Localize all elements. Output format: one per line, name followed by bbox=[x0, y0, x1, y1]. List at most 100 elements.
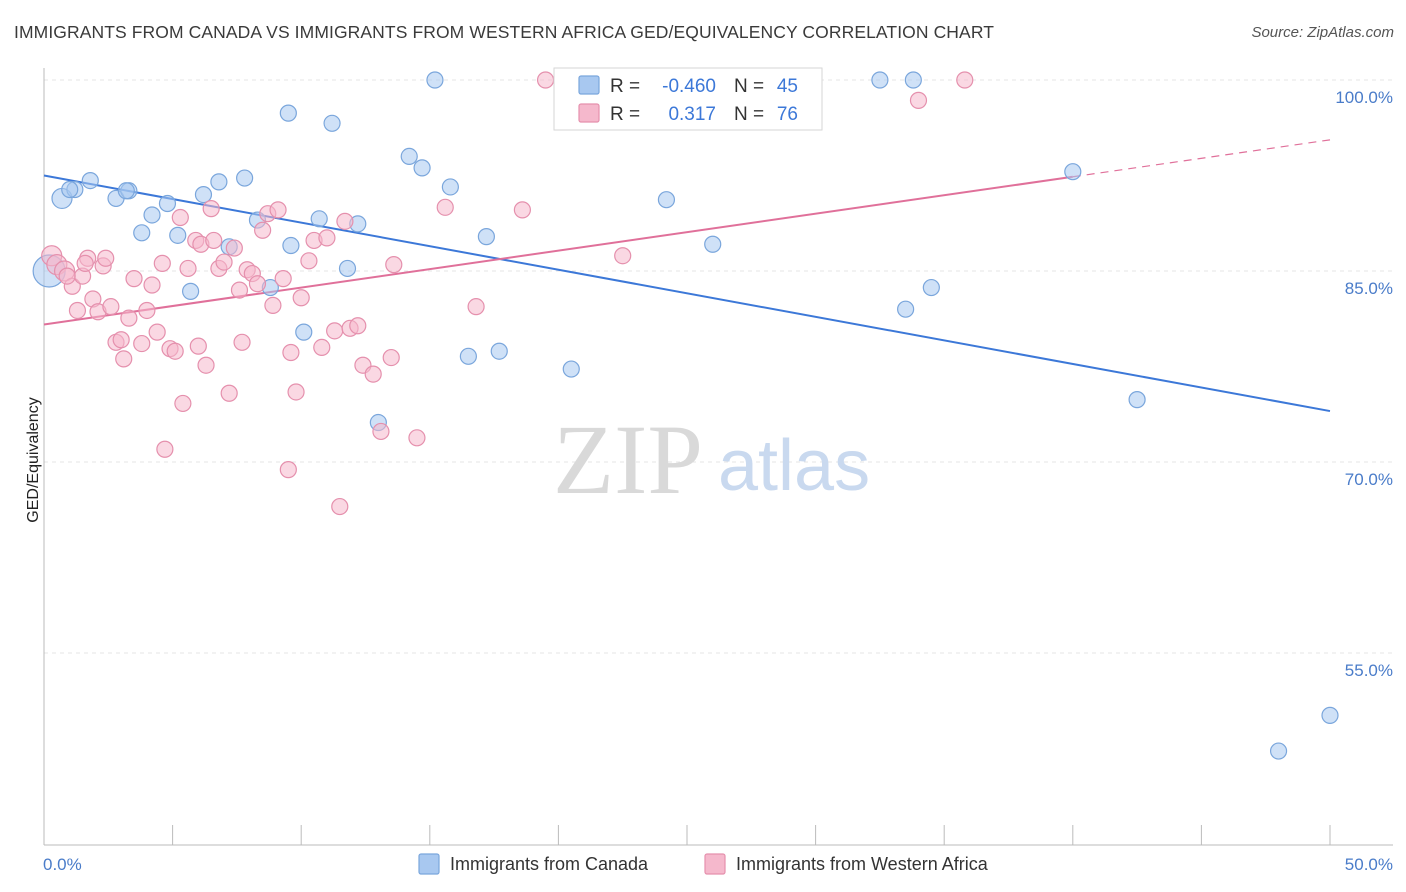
stats-n-value-canada: 45 bbox=[777, 76, 798, 97]
point-western-africa bbox=[102, 298, 120, 316]
point-western-africa bbox=[115, 350, 133, 368]
trend-line-western-africa-extension bbox=[1072, 139, 1331, 178]
point-canada bbox=[81, 171, 99, 190]
point-canada bbox=[295, 323, 313, 341]
y-tick-labels: 55.0% 70.0% 85.0% 100.0% bbox=[1335, 88, 1393, 680]
legend-label-western-africa: Immigrants from Western Africa bbox=[736, 854, 989, 874]
point-western-africa bbox=[58, 267, 76, 285]
point-western-africa bbox=[225, 239, 243, 257]
point-canada bbox=[477, 228, 495, 246]
point-canada bbox=[441, 178, 459, 196]
stats-n-label-western-africa: N = bbox=[734, 104, 764, 125]
point-western-africa bbox=[174, 394, 192, 413]
point-western-africa bbox=[120, 309, 138, 327]
point-western-africa bbox=[269, 201, 287, 219]
point-western-africa bbox=[292, 289, 310, 307]
point-western-africa bbox=[536, 71, 555, 89]
point-western-africa bbox=[467, 298, 485, 316]
point-western-africa bbox=[138, 301, 156, 320]
point-western-africa bbox=[215, 253, 233, 271]
point-western-africa bbox=[97, 249, 115, 267]
point-canada bbox=[904, 71, 922, 89]
point-western-africa bbox=[956, 71, 974, 89]
stats-swatch-western-africa bbox=[578, 103, 600, 123]
legend-label-canada: Immigrants from Canada bbox=[450, 854, 649, 874]
stats-r-value-western-africa: 0.317 bbox=[668, 104, 716, 125]
point-western-africa bbox=[282, 343, 300, 362]
point-canada bbox=[704, 235, 722, 253]
point-canada bbox=[897, 300, 915, 318]
point-canada bbox=[236, 169, 254, 187]
stats-box: R = -0.460 N = 45 R = 0.317 N = 76 bbox=[553, 67, 823, 131]
point-western-africa bbox=[76, 254, 94, 272]
point-western-africa bbox=[279, 461, 297, 479]
point-western-africa bbox=[230, 281, 249, 299]
y-axis-label: GED/Equivalency bbox=[25, 397, 42, 522]
point-canada bbox=[323, 114, 341, 132]
point-western-africa bbox=[125, 270, 143, 288]
y-tick-label: 100.0% bbox=[1335, 88, 1393, 107]
legend-swatch-western-africa bbox=[704, 853, 726, 875]
point-western-africa bbox=[220, 384, 238, 402]
y-tick-label: 85.0% bbox=[1345, 279, 1393, 298]
point-canada bbox=[310, 210, 328, 228]
point-western-africa bbox=[179, 259, 197, 278]
legend: Immigrants from Canada Immigrants from W… bbox=[418, 853, 989, 875]
point-western-africa bbox=[513, 201, 531, 219]
point-western-africa bbox=[197, 356, 215, 374]
point-western-africa bbox=[189, 337, 207, 355]
point-canada bbox=[459, 347, 477, 365]
point-western-africa bbox=[68, 301, 87, 320]
point-canada bbox=[279, 104, 297, 122]
point-western-africa bbox=[326, 322, 344, 340]
point-western-africa bbox=[408, 429, 426, 447]
point-canada bbox=[922, 278, 940, 297]
source-credit: Source: ZipAtlas.com bbox=[1251, 24, 1394, 41]
watermark-atlas: atlas bbox=[718, 426, 870, 506]
point-western-africa bbox=[372, 422, 390, 441]
y-tick-label: 55.0% bbox=[1345, 661, 1393, 680]
stats-n-value-western-africa: 76 bbox=[777, 104, 798, 125]
point-western-africa bbox=[153, 254, 171, 272]
point-western-africa bbox=[112, 331, 130, 349]
point-canada bbox=[1128, 391, 1146, 409]
point-canada bbox=[117, 182, 135, 200]
point-western-africa bbox=[331, 497, 349, 516]
point-western-africa bbox=[166, 342, 184, 360]
point-western-africa bbox=[274, 270, 292, 288]
point-western-africa bbox=[264, 296, 282, 314]
point-canada bbox=[1064, 163, 1082, 181]
point-canada bbox=[562, 360, 580, 378]
stats-r-label-western-africa: R = bbox=[610, 104, 640, 125]
stats-r-value-canada: -0.460 bbox=[662, 76, 716, 97]
point-canada bbox=[169, 226, 187, 244]
point-western-africa bbox=[909, 91, 928, 109]
gridlines bbox=[44, 79, 1393, 654]
point-canada bbox=[657, 191, 676, 209]
point-western-africa bbox=[143, 276, 161, 294]
point-western-africa bbox=[254, 221, 272, 239]
point-western-africa bbox=[382, 348, 400, 367]
point-western-africa bbox=[156, 440, 174, 458]
point-western-africa bbox=[349, 317, 367, 335]
point-canada bbox=[133, 224, 151, 242]
point-canada bbox=[1269, 742, 1288, 760]
point-canada bbox=[1321, 706, 1339, 724]
watermark-zip: ZIP bbox=[553, 404, 703, 515]
axes bbox=[43, 68, 1393, 846]
point-western-africa bbox=[313, 338, 331, 356]
point-western-africa bbox=[336, 212, 354, 230]
legend-swatch-canada bbox=[418, 853, 440, 875]
point-western-africa bbox=[287, 383, 305, 401]
point-western-africa bbox=[436, 198, 454, 216]
point-western-africa bbox=[248, 275, 267, 293]
point-canada bbox=[426, 71, 444, 89]
point-western-africa bbox=[202, 200, 220, 218]
point-canada bbox=[400, 147, 418, 165]
point-canada bbox=[338, 259, 357, 278]
point-western-africa bbox=[233, 333, 251, 351]
point-western-africa bbox=[133, 334, 151, 353]
stats-n-label-canada: N = bbox=[734, 76, 764, 97]
x-tick-label-max: 50.0% bbox=[1345, 855, 1393, 874]
data-points bbox=[32, 71, 1339, 760]
